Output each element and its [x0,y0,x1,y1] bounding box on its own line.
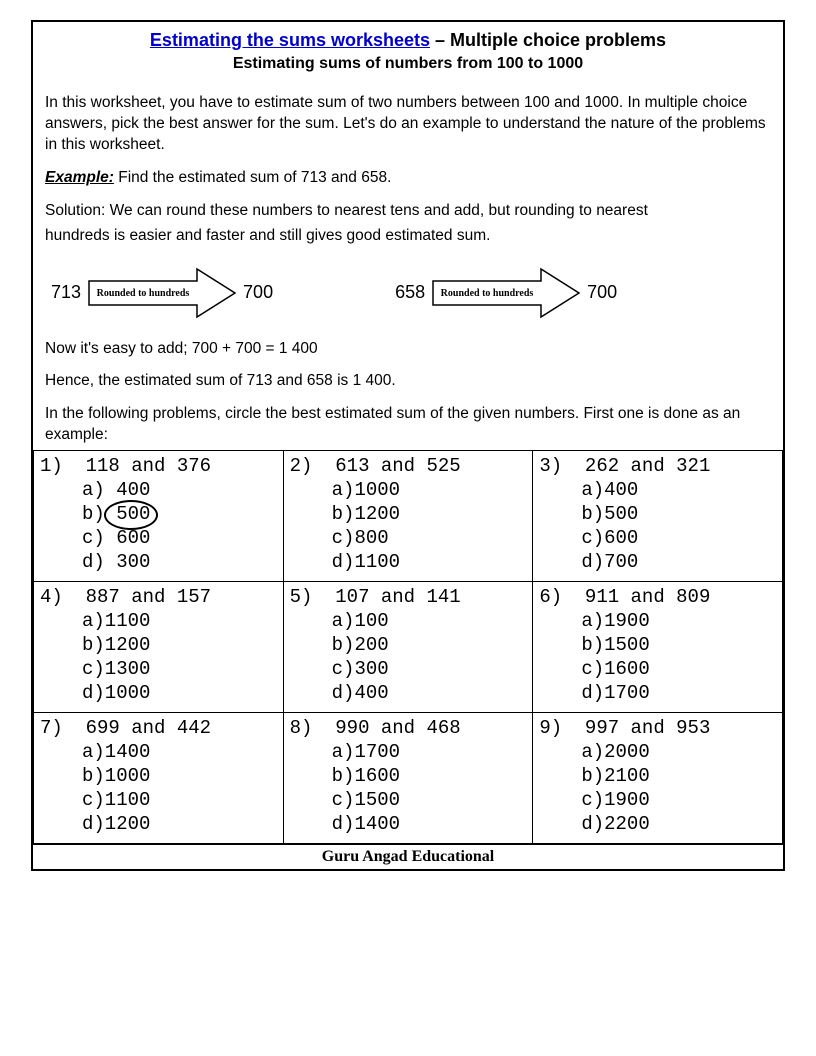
option[interactable]: a)1000 [332,479,527,501]
example-line: Example: Find the estimated sum of 713 a… [45,168,771,189]
option[interactable]: b)1200 [82,634,277,656]
option[interactable]: a) 400 [82,479,277,501]
worksheet-page: Estimating the sums worksheets – Multipl… [31,20,785,871]
option[interactable]: a)1100 [82,610,277,632]
problem-cell: 9) 997 and 953a)2000b)2100c)1900d)2200 [533,713,783,844]
question-line: 2) 613 and 525 [290,455,527,477]
header: Estimating the sums worksheets – Multipl… [33,22,783,77]
option[interactable]: d) 300 [82,551,277,573]
example-label: Example: [45,169,114,186]
option[interactable]: c)1600 [581,658,776,680]
title-rest: – Multiple choice problems [430,30,666,50]
title-link[interactable]: Estimating the sums worksheets [150,30,430,50]
question-line: 3) 262 and 321 [539,455,776,477]
problems-table: 1) 118 and 376a) 400b) 500c) 600d) 3002)… [33,450,783,844]
arrow-right-output: 700 [587,282,617,303]
post-line2: Hence, the estimated sum of 713 and 658 … [45,371,771,392]
option[interactable]: c)800 [332,527,527,549]
question-line: 6) 911 and 809 [539,586,776,608]
option[interactable]: a)400 [581,479,776,501]
option[interactable]: d)2200 [581,813,776,835]
post-line3: In the following problems, circle the be… [45,404,771,446]
option[interactable]: b)200 [332,634,527,656]
option[interactable]: d)1200 [82,813,277,835]
solution-line1: Solution: We can round these numbers to … [45,201,771,222]
footer: Guru Angad Educational [33,844,783,869]
arrow-right-group: 658 Rounded to hundreds 700 [389,265,623,321]
question-line: 9) 997 and 953 [539,717,776,739]
question-line: 7) 699 and 442 [40,717,277,739]
option[interactable]: d)400 [332,682,527,704]
arrow-label: Rounded to hundreds [97,288,190,299]
post-line1: Now it's easy to add; 700 + 700 = 1 400 [45,339,771,360]
instructions: In this worksheet, you have to estimate … [33,77,783,247]
option[interactable]: a)2000 [581,741,776,763]
option[interactable]: a)1400 [82,741,277,763]
arrow-left-input: 713 [51,282,81,303]
arrow-icon: Rounded to hundreds [87,265,237,321]
option[interactable]: b)2100 [581,765,776,787]
problem-cell: 3) 262 and 321a)400b)500c)600d)700 [533,451,783,582]
problem-cell: 4) 887 and 157a)1100b)1200c)1300d)1000 [34,582,284,713]
page-title: Estimating the sums worksheets – Multipl… [43,30,773,51]
arrow-icon: Rounded to hundreds [431,265,581,321]
option[interactable]: b)1200 [332,503,527,525]
intro-paragraph: In this worksheet, you have to estimate … [45,93,771,156]
arrow-left-group: 713 Rounded to hundreds 700 [45,265,279,321]
problem-cell: 8) 990 and 468a)1700b)1600c)1500d)1400 [283,713,533,844]
option[interactable]: c)1900 [581,789,776,811]
option[interactable]: c) 600 [82,527,277,549]
question-line: 4) 887 and 157 [40,586,277,608]
option[interactable]: d)1100 [332,551,527,573]
question-line: 1) 118 and 376 [40,455,277,477]
question-line: 5) 107 and 141 [290,586,527,608]
option[interactable]: a)100 [332,610,527,632]
solution-line2: hundreds is easier and faster and still … [45,226,771,247]
option[interactable]: b) 500 [82,503,277,525]
arrow-label: Rounded to hundreds [441,288,534,299]
option[interactable]: c)1100 [82,789,277,811]
option[interactable]: b)1500 [581,634,776,656]
problem-cell: 1) 118 and 376a) 400b) 500c) 600d) 300 [34,451,284,582]
option[interactable]: c)1300 [82,658,277,680]
arrow-left-output: 700 [243,282,273,303]
option[interactable]: d)1000 [82,682,277,704]
option[interactable]: b)1000 [82,765,277,787]
option[interactable]: d)700 [581,551,776,573]
option[interactable]: b)500 [581,503,776,525]
arrow-right-input: 658 [395,282,425,303]
question-line: 8) 990 and 468 [290,717,527,739]
problem-cell: 2) 613 and 525a)1000b)1200c)800d)1100 [283,451,533,582]
post-example: Now it's easy to add; 700 + 700 = 1 400 … [33,339,783,447]
option[interactable]: b)1600 [332,765,527,787]
option[interactable]: c)1500 [332,789,527,811]
subtitle: Estimating sums of numbers from 100 to 1… [43,55,773,73]
option[interactable]: c)600 [581,527,776,549]
arrow-diagram: 713 Rounded to hundreds 700 658 Rounded … [33,259,783,331]
option[interactable]: d)1400 [332,813,527,835]
option[interactable]: a)1700 [332,741,527,763]
problem-cell: 7) 699 and 442a)1400b)1000c)1100d)1200 [34,713,284,844]
problem-cell: 6) 911 and 809a)1900b)1500c)1600d)1700 [533,582,783,713]
problem-cell: 5) 107 and 141a)100b)200c)300d)400 [283,582,533,713]
option[interactable]: c)300 [332,658,527,680]
option[interactable]: a)1900 [581,610,776,632]
option[interactable]: d)1700 [581,682,776,704]
example-text: Find the estimated sum of 713 and 658. [114,169,391,186]
